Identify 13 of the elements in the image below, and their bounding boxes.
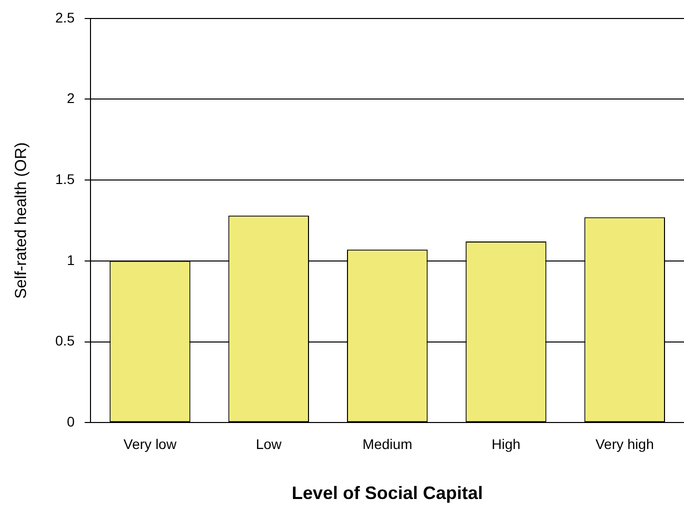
x-axis-title: Level of Social Capital [292, 483, 483, 504]
y-tick-label: 2.5 [55, 9, 75, 26]
y-tick-label: 0.5 [55, 332, 75, 349]
y-tick-label: 1 [66, 252, 75, 268]
y-tick-label: 0 [66, 413, 75, 430]
x-tick-label: Low [256, 436, 282, 452]
y-axis-title: Self-rated health (OR) [13, 142, 30, 299]
x-tick-label: Medium [362, 436, 412, 452]
x-tick-label: Very low [124, 436, 178, 452]
x-tick-label: Very high [595, 436, 654, 452]
y-tick-label: 1.5 [55, 170, 75, 187]
x-tick-label: High [492, 436, 520, 452]
y-tick-label: 2 [66, 90, 75, 106]
